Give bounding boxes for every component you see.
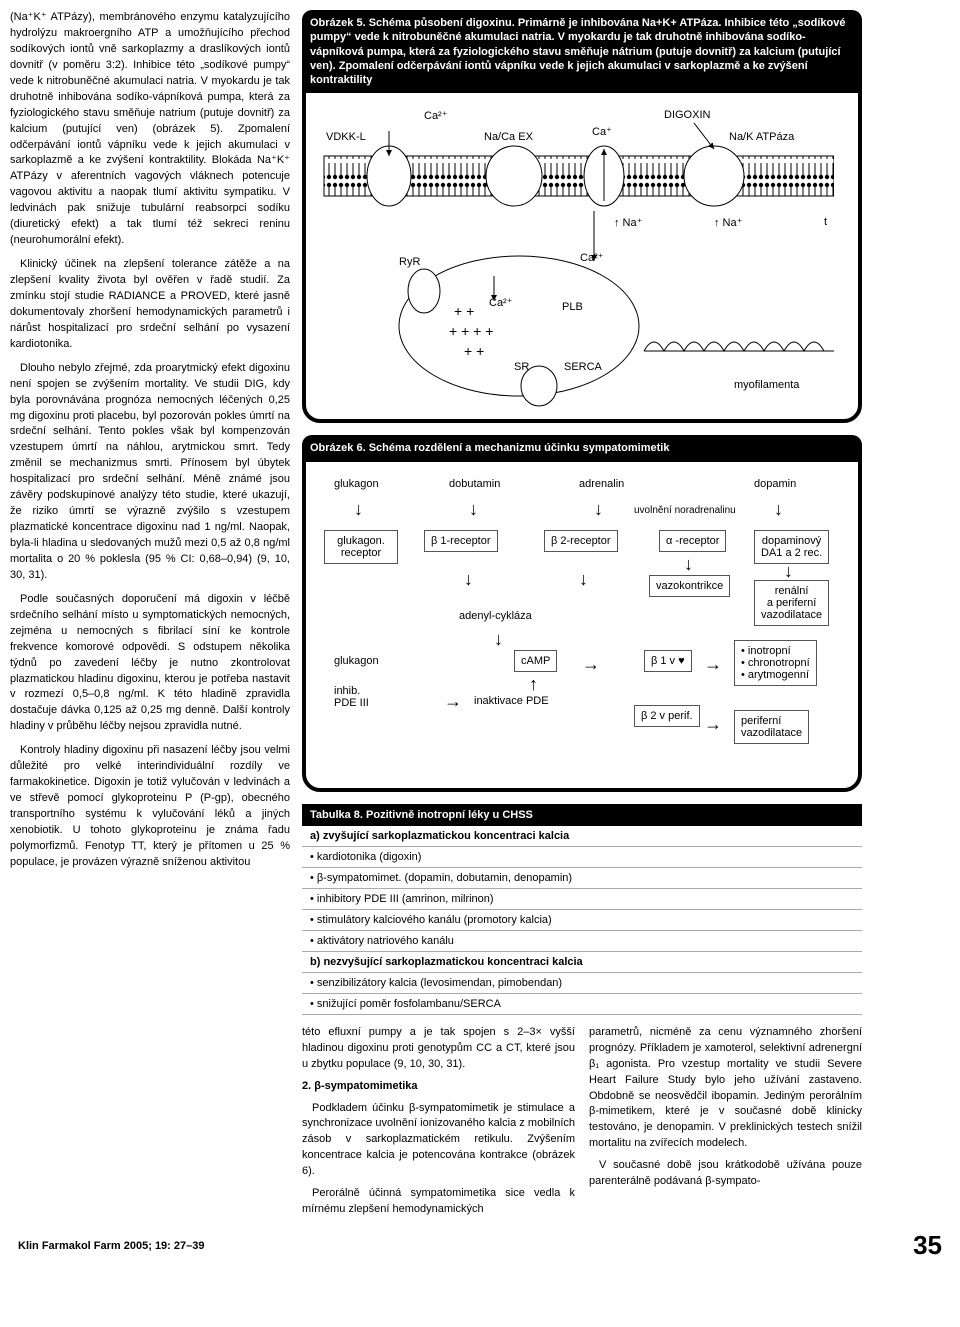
page-footer: Klin Farmakol Farm 2005; 19: 27–39 35 (0, 1224, 960, 1271)
svg-text:+ +: + + (464, 343, 484, 359)
n-adenyl: adenyl-cykláza (459, 610, 532, 622)
figure-5-diagram: + + + + + + + + (314, 101, 850, 411)
svg-text:+ +: + + (454, 303, 474, 319)
label-ca2-low: Ca²⁺ (489, 296, 513, 309)
n-camp: cAMP (514, 650, 557, 672)
n-b2rec: β 2-receptor (544, 530, 618, 552)
n-eff2: periferní vazodilatace (734, 710, 809, 744)
label-cap: Ca⁺ (592, 125, 612, 138)
para: Podkladem účinku β-sympatomimetik je sti… (302, 1101, 575, 1181)
label-vdkk: VDKK-L (326, 131, 366, 143)
n-inakt: inaktivace PDE (474, 695, 549, 707)
n-b1rec: β 1-receptor (424, 530, 498, 552)
figure-5-caption: Obrázek 5. Schéma působení digoxinu. Pri… (302, 10, 862, 93)
label-na1: ↑ Na⁺ (614, 216, 642, 229)
n-glukagon2: glukagon (334, 655, 379, 667)
heading: 2. β-sympatomimetika (302, 1079, 575, 1095)
label-ca2-mid: Ca²⁺ (580, 251, 604, 264)
label-ryr: RyR (399, 256, 420, 268)
table-row: • snižující poměr fosfolambanu/SERCA (302, 993, 862, 1014)
page-number: 35 (913, 1230, 942, 1261)
figure-6-diagram: glukagon dobutamin adrenalin dopamin uvo… (314, 470, 850, 780)
label-na2: ↑ Na⁺ (714, 216, 742, 229)
svg-text:+ + + +: + + + + (449, 323, 493, 339)
para: parametrů, nicméně za cenu významného zh… (589, 1025, 862, 1153)
table-row: b) nezvyšující sarkoplazmatickou koncent… (302, 951, 862, 972)
label-ca2-top: Ca²⁺ (424, 109, 448, 122)
n-adrenalin: adrenalin (579, 478, 624, 490)
bottom-columns: této efluxní pumpy a je tak spojen s 2–3… (302, 1025, 862, 1224)
n-vazokon: vazokontrikce (649, 575, 730, 597)
bottom-col-left: této efluxní pumpy a je tak spojen s 2–3… (302, 1025, 575, 1224)
para: Podle současných doporučení má digoxin v… (10, 592, 290, 735)
figure-5: Obrázek 5. Schéma působení digoxinu. Pri… (302, 10, 862, 423)
table-row: • senzibilizátory kalcia (levosimendan, … (302, 972, 862, 993)
n-inhib: inhib. PDE III (334, 685, 369, 709)
n-arec: α -receptor (659, 530, 726, 552)
n-dopaminovy: dopaminový DA1 a 2 rec. (754, 530, 829, 564)
left-column: (Na⁺K⁺ ATPázy), membránového enzymu kata… (10, 10, 290, 1224)
table-row: • β-sympatomimet. (dopamin, dobutamin, d… (302, 867, 862, 888)
para: V současné době jsou krátkodobě užívána … (589, 1158, 862, 1190)
n-glukagon-rec: glukagon. receptor (324, 530, 398, 564)
para: Dlouho nebylo zřejmé, zda proarytmický e… (10, 361, 290, 584)
para: Klinický účinek na zlepšení tolerance zá… (10, 257, 290, 353)
table-8: Tabulka 8. Pozitivně inotropní léky u CH… (302, 804, 862, 1015)
center-column: Obrázek 5. Schéma působení digoxinu. Pri… (302, 10, 862, 1224)
n-renal: renální a periferní vazodilatace (754, 580, 829, 626)
label-t: t (824, 216, 827, 228)
table-row: a) zvyšující sarkoplazmatickou koncentra… (302, 826, 862, 847)
n-uvolneni: uvolnění noradrenalinu (634, 505, 736, 516)
sidebar-tab: FARMAKOTERAPIE V KARDIOLOGII (874, 10, 960, 1224)
para: Perorálně účinná sympatomimetika sice ve… (302, 1186, 575, 1218)
label-digoxin: DIGOXIN (664, 109, 710, 121)
table-row: • stimulátory kalciového kanálu (promoto… (302, 909, 862, 930)
n-dopamin: dopamin (754, 478, 796, 490)
table-row: • aktivátory natriového kanálu (302, 930, 862, 951)
label-serca: SERCA (564, 361, 602, 373)
label-myo: myofilamenta (734, 379, 799, 391)
label-plb: PLB (562, 301, 583, 313)
table-8-title: Tabulka 8. Pozitivně inotropní léky u CH… (302, 804, 862, 826)
n-b1v: β 1 v ♥ (644, 650, 692, 672)
n-eff1: • inotropní • chronotropní • arytmogenní (734, 640, 817, 686)
figure-6: Obrázek 6. Schéma rozdělení a mechanizmu… (302, 435, 862, 791)
label-sr: SR (514, 361, 529, 373)
label-naca: Na/Ca EX (484, 131, 533, 143)
n-dobutamin: dobutamin (449, 478, 500, 490)
figure-6-caption: Obrázek 6. Schéma rozdělení a mechanizmu… (302, 435, 862, 461)
bottom-col-right: parametrů, nicméně za cenu významného zh… (589, 1025, 862, 1224)
para: této efluxní pumpy a je tak spojen s 2–3… (302, 1025, 575, 1073)
label-nak: Na/K ATPáza (729, 131, 794, 143)
table-row: • inhibitory PDE III (amrinon, milrinon) (302, 888, 862, 909)
para: (Na⁺K⁺ ATPázy), membránového enzymu kata… (10, 10, 290, 249)
n-glukagon1: glukagon (334, 478, 379, 490)
table-row: • kardiotonika (digoxin) (302, 846, 862, 867)
para: Kontroly hladiny digoxinu při nasazení l… (10, 743, 290, 871)
footer-citation: Klin Farmakol Farm 2005; 19: 27–39 (18, 1240, 204, 1252)
n-b2perif: β 2 v perif. (634, 705, 700, 727)
